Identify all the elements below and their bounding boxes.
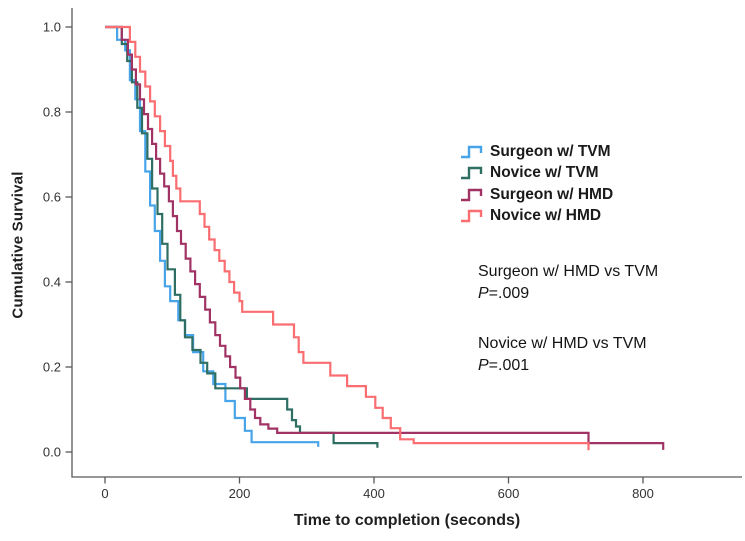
annotation-title: Surgeon w/ HMD vs TVM [478,263,659,280]
legend-step-swatch [461,167,483,180]
annotation-title: Novice w/ HMD vs TVM [478,335,647,352]
legend-step-line [461,210,483,223]
legend: Surgeon w/ TVM Novice w/ TVM Surgeon w/ HM… [460,141,613,227]
axis-lines [71,8,742,478]
y-axis-title: Cumulative Survival [9,171,27,319]
y-tick-label: 0.8 [43,105,61,120]
legend-item-surgeon-w-hmd: Surgeon w/ HMD [460,184,613,206]
x-axis-title: Time to completion (seconds) [293,512,521,529]
legend-label: Surgeon w/ HMD [490,185,614,203]
annotation-p-value: P=.001 [478,355,647,377]
annotation-p-value: P=.009 [478,283,658,305]
y-tick-label: 0.4 [43,275,61,290]
legend-item-novice-w-tvm: Novice w/ TVM [460,163,613,185]
legend-step-swatch [461,188,483,201]
y-tick-label: 0.0 [43,445,61,460]
x-tick-label: 800 [632,486,654,501]
x-tick-label: 200 [229,486,251,501]
p-number: =.009 [488,285,530,302]
y-tick-label: 0.6 [43,190,61,205]
x-tick-label: 600 [498,486,520,501]
legend-label: Novice w/ HMD [490,207,602,225]
x-tick-label: 0 [101,486,108,501]
legend-step-swatch [461,210,483,223]
legend-step-line [461,167,483,180]
legend-label: Surgeon w/ TVM [490,142,611,160]
p-symbol: P [478,357,489,374]
series-novice-w-tvm [105,25,379,448]
p-symbol: P [478,285,489,302]
annotation-novice-hmd-vs-tvm: Novice w/ HMD vs TVM P=.001 [478,333,647,377]
legend-step-swatch [461,145,483,158]
x-tick-label: 400 [363,486,385,501]
annotation-surgeon-hmd-vs-tvm: Surgeon w/ HMD vs TVM P=.009 [478,261,658,305]
y-tick-label: 1.0 [43,20,61,35]
y-tick-label: 0.2 [43,360,61,375]
legend-item-surgeon-w-tvm: Surgeon w/ TVM [460,141,613,163]
legend-step-line [461,145,483,158]
series-novice-w-hmd [105,25,590,451]
series-surgeon-w-hmd [105,25,665,450]
legend-step-line [461,188,483,201]
legend-item-novice-w-hmd: Novice w/ HMD [460,206,613,228]
legend-label: Novice w/ TVM [490,164,599,182]
p-number: =.001 [488,357,530,374]
